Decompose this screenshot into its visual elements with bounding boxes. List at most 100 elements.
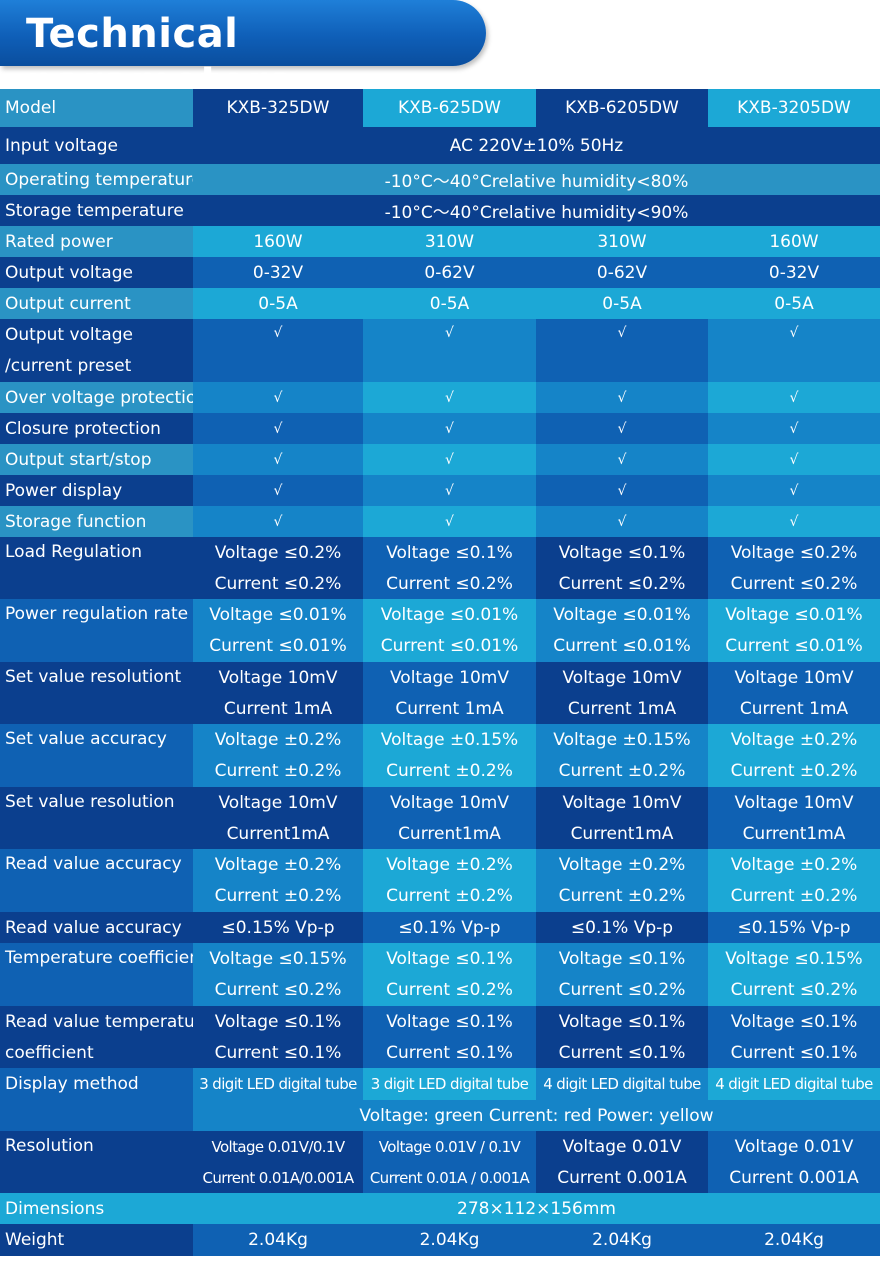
- row-label: Read value accuracy: [0, 849, 193, 912]
- checkmark: √: [536, 382, 708, 413]
- voltage-line: Voltage ≤0.1%: [558, 1011, 686, 1032]
- voltage-line: Voltage ≤0.1%: [214, 1011, 342, 1032]
- row-temperature-coefficient: Temperature coefficient Voltage ≤0.15% Cu…: [0, 943, 880, 1006]
- row-input-voltage: Input voltage AC 220V±10% 50Hz: [0, 127, 880, 164]
- checkmark: √: [363, 319, 536, 382]
- voltage-line: Voltage 10mV: [390, 667, 509, 688]
- value-cell: Voltage ≤0.15% Current ≤0.2%: [708, 943, 880, 1006]
- spanning-value: 278×112×156mm: [193, 1193, 880, 1224]
- row-over-voltage-protection: Over voltage protection √ √ √ √: [0, 382, 880, 413]
- row-dimensions: Dimensions 278×112×156mm: [0, 1193, 880, 1224]
- checkmark: √: [708, 382, 880, 413]
- checkmark: √: [363, 382, 536, 413]
- value-cell: 0-5A: [708, 288, 880, 319]
- current-line: Current1mA: [742, 823, 846, 844]
- current-line: Current ≤0.1%: [558, 1042, 686, 1063]
- checkmark: √: [536, 444, 708, 475]
- value-cell: 0-32V: [193, 257, 363, 288]
- checkmark: √: [708, 475, 880, 506]
- model-name: KXB-3205DW: [708, 89, 880, 127]
- row-label-line: coefficient: [5, 1042, 94, 1063]
- current-line: Current ±0.2%: [730, 761, 858, 782]
- voltage-line: Voltage 0.01V: [562, 1136, 682, 1157]
- value-cell: ≤0.1% Vp-p: [536, 912, 708, 943]
- current-line: Current 1mA: [395, 698, 504, 719]
- voltage-line: Voltage ≤0.01%: [553, 604, 691, 625]
- row-rated-power: Rated power 160W 310W 310W 160W: [0, 226, 880, 257]
- current-line: Current 0.01A/0.001A: [202, 1168, 354, 1187]
- value-cell: Voltage ≤0.1% Current ≤0.2%: [536, 537, 708, 599]
- voltage-line: Voltage ≤0.1%: [558, 948, 686, 969]
- value-cell: Voltage ≤0.1% Current ≤0.2%: [536, 943, 708, 1006]
- value-cell: Voltage 10mV Current1mA: [708, 787, 880, 849]
- value-cell: 310W: [536, 226, 708, 257]
- voltage-line: Voltage ≤0.1%: [386, 1011, 513, 1032]
- current-line: Current ≤0.2%: [386, 980, 513, 1001]
- row-resolution: Resolution Voltage 0.01V/0.1V Current 0.0…: [0, 1131, 880, 1193]
- model-name: KXB-325DW: [193, 89, 363, 127]
- voltage-line: Voltage ±0.2%: [730, 729, 858, 750]
- voltage-line: Voltage ±0.2%: [386, 854, 513, 875]
- value-cell: Voltage ±0.2% Current ±0.2%: [536, 849, 708, 912]
- value-cell: 0-5A: [536, 288, 708, 319]
- current-line: Current1mA: [226, 823, 330, 844]
- current-line: Current ≤0.2%: [730, 980, 858, 1001]
- voltage-line: Voltage ≤0.2%: [730, 542, 858, 563]
- row-set-value-resolution: Set value resolution Voltage 10mV Current…: [0, 787, 880, 849]
- value-cell: Voltage 10mV Current1mA: [363, 787, 536, 849]
- value-cell: 0-62V: [536, 257, 708, 288]
- value-cell: Voltage ≤0.01% Current ≤0.01%: [193, 599, 363, 662]
- row-voltage-current-preset: Output voltage /current preset √ √ √ √: [0, 319, 880, 382]
- row-label: Read value accuracy: [0, 912, 193, 943]
- value-cell: Voltage ≤0.1% Current ≤0.2%: [363, 537, 536, 599]
- row-label: Input voltage: [0, 127, 193, 164]
- current-line: Current ≤0.01%: [725, 636, 863, 657]
- value-cell: Voltage 0.01V / 0.1V Current 0.01A / 0.00…: [363, 1131, 536, 1193]
- row-set-value-resolutiont: Set value resolutiont Voltage 10mV Curren…: [0, 662, 880, 724]
- voltage-line: Voltage ±0.2%: [558, 854, 686, 875]
- row-output-start-stop: Output start/stop √ √ √ √: [0, 444, 880, 475]
- row-label: Closure protection: [0, 413, 193, 444]
- checkmark: √: [363, 506, 536, 537]
- value-cell: Voltage ±0.2% Current ±0.2%: [708, 724, 880, 787]
- current-line: Current ≤0.1%: [386, 1042, 513, 1063]
- current-line: Current1mA: [398, 823, 501, 844]
- current-line: Current 0.001A: [729, 1167, 859, 1188]
- value-cell: Voltage ≤0.01% Current ≤0.01%: [363, 599, 536, 662]
- row-operating-temperature: Operating temperature -10°C～40°Crelative…: [0, 164, 880, 195]
- value-cell: 160W: [708, 226, 880, 257]
- checkmark: √: [708, 413, 880, 444]
- current-line: Current ≤0.01%: [380, 636, 519, 657]
- value-cell: 2.04Kg: [193, 1224, 363, 1256]
- row-label: Power regulation rate: [0, 599, 193, 662]
- current-line: Current ±0.2%: [558, 761, 686, 782]
- value-cell: 3 digit LED digital tube: [363, 1068, 536, 1100]
- value-cell: Voltage 10mV Current1mA: [193, 787, 363, 849]
- voltage-line: Voltage ≤0.1%: [558, 542, 686, 563]
- row-label: Over voltage protection: [0, 382, 193, 413]
- row-label: Load Regulation: [0, 537, 193, 599]
- row-label: Weight: [0, 1224, 193, 1256]
- title-banner: Technical parameters: [0, 0, 486, 105]
- voltage-line: Voltage ±0.15%: [553, 729, 691, 750]
- current-line: Current ±0.2%: [386, 886, 513, 907]
- value-cell: 0-62V: [363, 257, 536, 288]
- spanning-value: -10°C～40°Crelative humidity<80%: [193, 164, 880, 195]
- voltage-line: Voltage ≤0.15%: [725, 948, 863, 969]
- value-cell: 160W: [193, 226, 363, 257]
- value-cell: 2.04Kg: [536, 1224, 708, 1256]
- checkmark: √: [708, 444, 880, 475]
- row-set-value-accuracy: Set value accuracy Voltage ±0.2% Current …: [0, 724, 880, 787]
- current-line: Current ±0.2%: [386, 761, 513, 782]
- value-cell: Voltage ≤0.01% Current ≤0.01%: [536, 599, 708, 662]
- value-cell: ≤0.15% Vp-p: [193, 912, 363, 943]
- checkmark: √: [536, 413, 708, 444]
- value-cell: Voltage 0.01V Current 0.001A: [536, 1131, 708, 1193]
- model-name: KXB-6205DW: [536, 89, 708, 127]
- value-cell: Voltage ≤0.2% Current ≤0.2%: [193, 537, 363, 599]
- value-cell: Voltage 0.01V Current 0.001A: [708, 1131, 880, 1193]
- row-read-value-accuracy: Read value accuracy Voltage ±0.2% Current…: [0, 849, 880, 912]
- voltage-line: Voltage 10mV: [734, 667, 854, 688]
- row-label: Read value temperature coefficient: [0, 1006, 193, 1068]
- current-line: Current ≤0.01%: [209, 636, 347, 657]
